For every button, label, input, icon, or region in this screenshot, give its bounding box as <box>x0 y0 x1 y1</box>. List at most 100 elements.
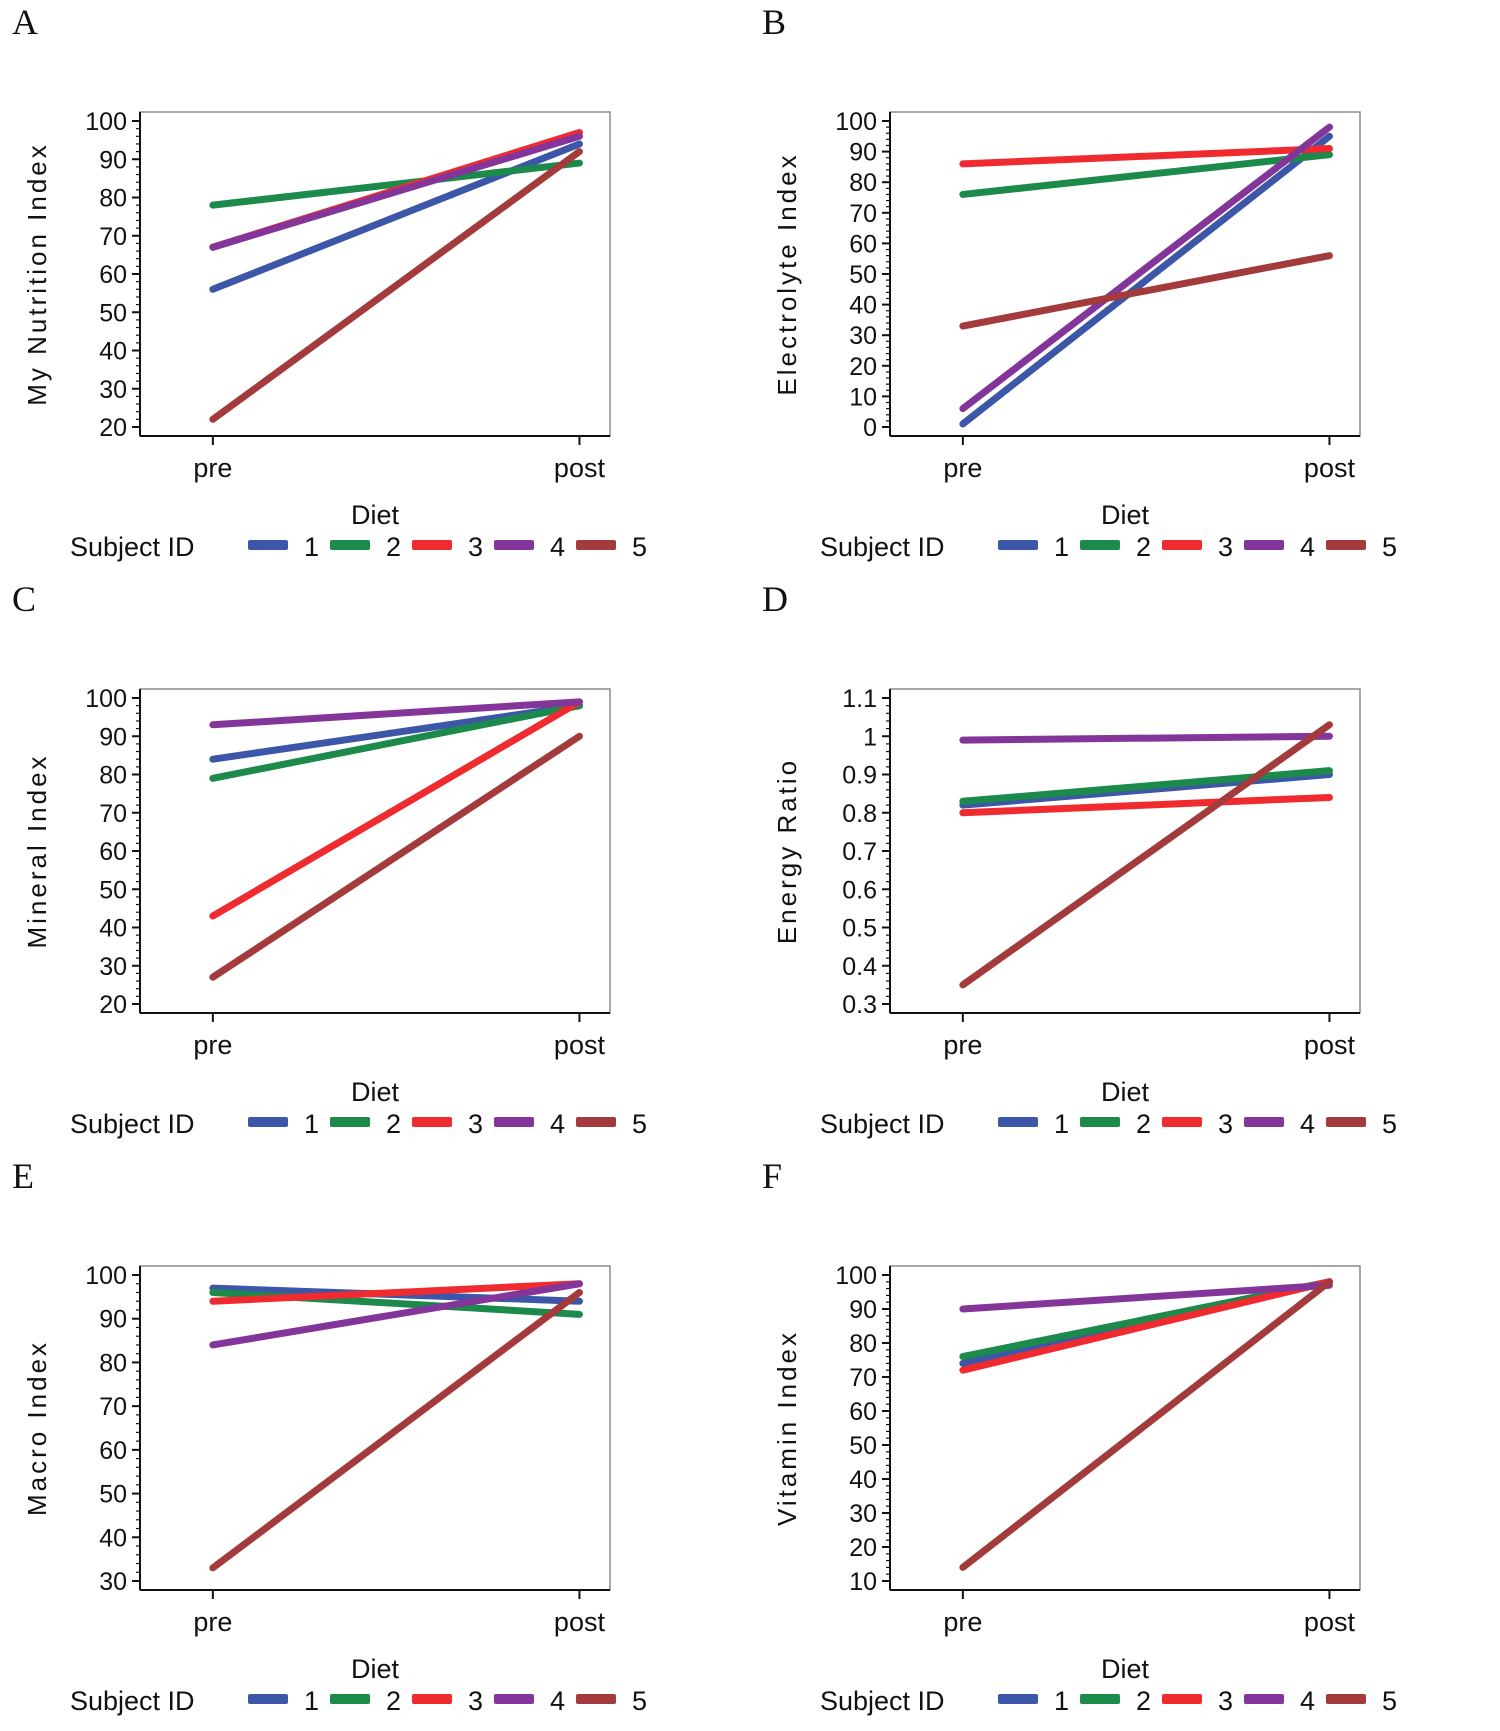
panel-d-y-axis-title: Energy Ratio <box>772 758 802 944</box>
panel-a-chart: 20 30 40 50 60 70 80 90 100 pre post Diet My Nutriti… <box>22 108 647 562</box>
svg-text:30: 30 <box>99 953 127 981</box>
panel-e-legend-label-2: 2 <box>386 1686 401 1716</box>
panel-a-legend-label-4: 4 <box>550 532 565 562</box>
panel-b-line-subject-3 <box>959 145 1333 168</box>
panel-e-x-ticks: pre post <box>193 1590 605 1637</box>
panel-a-y-ticks: 20 30 40 50 60 70 80 90 100 <box>85 108 140 442</box>
svg-text:80: 80 <box>99 1349 127 1377</box>
panel-a-legend-title: Subject ID <box>70 532 195 562</box>
panel-f-line-subject-5 <box>959 1278 1333 1571</box>
svg-text:0.3: 0.3 <box>842 991 877 1019</box>
svg-text:100: 100 <box>85 685 127 713</box>
svg-text:80: 80 <box>99 762 127 790</box>
panel-d-x-ticks: pre post <box>943 1013 1355 1060</box>
panel-a-y-axis-title: My Nutrition Index <box>22 142 52 406</box>
panel-f-legend-label-3: 3 <box>1218 1686 1233 1716</box>
svg-text:0.8: 0.8 <box>842 800 877 828</box>
panel-d-legend-label-4: 4 <box>1300 1109 1315 1139</box>
svg-text:100: 100 <box>835 108 877 136</box>
svg-text:80: 80 <box>849 169 877 197</box>
svg-text:60: 60 <box>849 1398 877 1426</box>
panel-a-line-subject-1 <box>209 140 583 293</box>
panel-c-y-axis-title: Mineral Index <box>22 753 52 948</box>
svg-text:30: 30 <box>849 1500 877 1528</box>
svg-text:50: 50 <box>99 299 127 327</box>
svg-text:80: 80 <box>849 1330 877 1358</box>
svg-text:pre: pre <box>943 1030 982 1060</box>
panel-e-chart: 30 40 50 60 70 80 90 100 pre post Diet Macro Index S… <box>22 1262 647 1716</box>
svg-text:60: 60 <box>99 838 127 866</box>
panel-c-legend: Subject ID 1 2 3 4 5 <box>70 1109 647 1139</box>
svg-text:40: 40 <box>99 338 127 366</box>
panel-b-line-subject-2 <box>959 151 1333 198</box>
panel-b-line-subject-4 <box>959 123 1333 413</box>
svg-text:20: 20 <box>849 1534 877 1562</box>
svg-text:50: 50 <box>99 1481 127 1509</box>
panel-d-legend-label-2: 2 <box>1136 1109 1151 1139</box>
panel-b-legend: Subject ID 1 2 3 4 5 <box>820 532 1397 562</box>
panel-b-legend-swatch-5 <box>1326 540 1366 550</box>
panel-f-legend-label-4: 4 <box>1300 1686 1315 1716</box>
panel-e-line-subject-4 <box>209 1280 583 1349</box>
panel-f-legend-swatch-5 <box>1326 1694 1366 1704</box>
panel-d-line-subject-2 <box>959 767 1333 805</box>
svg-text:40: 40 <box>849 1466 877 1494</box>
panel-e-legend-title: Subject ID <box>70 1686 195 1716</box>
panel-b-y-axis-title: Electrolyte Index <box>772 152 802 395</box>
panel-d-y-ticks: 0.3 0.4 0.5 0.6 0.7 0.8 0.9 1 1.1 <box>842 685 890 1019</box>
panel-c-legend-label-4: 4 <box>550 1109 565 1139</box>
svg-text:post: post <box>1304 453 1356 483</box>
panel-e-legend-label-1: 1 <box>304 1686 319 1716</box>
panel-b-x-axis-title: Diet <box>1101 500 1150 530</box>
panel-b-legend-label-3: 3 <box>1218 532 1233 562</box>
panel-e-legend-swatch-4 <box>494 1694 534 1704</box>
svg-text:0.4: 0.4 <box>842 953 877 981</box>
svg-text:100: 100 <box>85 1262 127 1290</box>
svg-text:100: 100 <box>85 108 127 136</box>
panel-e-letter: E <box>12 1156 34 1196</box>
panel-b-legend-label-4: 4 <box>1300 532 1315 562</box>
panel-d-legend-swatch-5 <box>1326 1117 1366 1127</box>
svg-text:70: 70 <box>849 1364 877 1392</box>
svg-text:90: 90 <box>849 1296 877 1324</box>
panel-d: D 0.3 0.4 0.5 0.6 0.7 0.8 0.9 1 1.1 pre post Diet En… <box>750 577 1500 1154</box>
panel-d-legend-swatch-3 <box>1162 1117 1202 1127</box>
panel-c-legend-swatch-3 <box>412 1117 452 1127</box>
svg-text:0.6: 0.6 <box>842 876 877 904</box>
panel-f-legend: Subject ID 1 2 3 4 5 <box>820 1686 1397 1716</box>
panel-f-letter: F <box>762 1156 783 1196</box>
panel-c-series <box>209 698 583 981</box>
svg-text:20: 20 <box>99 991 127 1019</box>
panel-f: F 10 20 30 40 50 60 70 80 90 100 pre post Diet Vitami… <box>750 1154 1500 1731</box>
panel-b-legend-swatch-4 <box>1244 540 1284 550</box>
panel-a-legend-label-3: 3 <box>468 532 483 562</box>
panel-e-legend-swatch-1 <box>248 1694 288 1704</box>
panel-e-line-subject-5 <box>209 1288 583 1572</box>
svg-text:0.7: 0.7 <box>842 838 877 866</box>
panel-d-legend-swatch-1 <box>998 1117 1038 1127</box>
panel-e-legend-label-3: 3 <box>468 1686 483 1716</box>
panel-b-legend-swatch-3 <box>1162 540 1202 550</box>
panel-b-legend-label-1: 1 <box>1054 532 1069 562</box>
panel-e-line-subject-3 <box>209 1280 583 1305</box>
panel-f-chart: 10 20 30 40 50 60 70 80 90 100 pre post Diet Vitamin … <box>772 1262 1397 1716</box>
panel-b-legend-swatch-1 <box>998 540 1038 550</box>
panel-d-legend: Subject ID 1 2 3 4 5 <box>820 1109 1397 1139</box>
panel-c-legend-swatch-1 <box>248 1117 288 1127</box>
svg-text:40: 40 <box>99 1524 127 1552</box>
svg-text:1: 1 <box>863 723 877 751</box>
panel-a-legend-swatch-2 <box>330 540 370 550</box>
panel-b-legend-label-2: 2 <box>1136 532 1151 562</box>
svg-text:post: post <box>1304 1030 1356 1060</box>
panel-e-legend-swatch-2 <box>330 1694 370 1704</box>
panel-d-series <box>959 721 1333 989</box>
panel-f-legend-swatch-1 <box>998 1694 1038 1704</box>
panel-c-legend-label-3: 3 <box>468 1109 483 1139</box>
panel-d-legend-label-5: 5 <box>1382 1109 1397 1139</box>
panel-d-legend-swatch-2 <box>1080 1117 1120 1127</box>
svg-text:70: 70 <box>99 800 127 828</box>
panel-d-legend-swatch-4 <box>1244 1117 1284 1127</box>
panel-a-line-subject-4 <box>209 132 583 251</box>
svg-text:90: 90 <box>99 1306 127 1334</box>
